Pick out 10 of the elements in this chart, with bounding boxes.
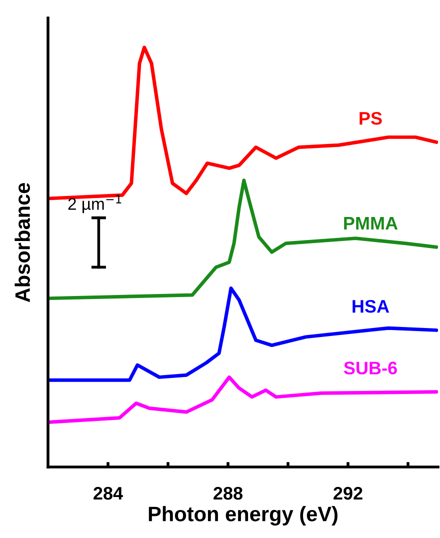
- x-tick-label: 292: [334, 486, 362, 500]
- x-axis-title: Photon energy (eV): [148, 506, 338, 526]
- x-tick-label: 284: [94, 486, 123, 500]
- series-label: PS: [360, 112, 382, 125]
- y-axis-title: Absorbance: [14, 183, 30, 302]
- series-label: PMMA: [344, 217, 398, 230]
- annotation: 2 µm$^{−1}$: [68, 194, 122, 214]
- series-label: HSA: [352, 300, 390, 313]
- x-tick-label: 288: [214, 486, 243, 500]
- series-label: SUB-6: [344, 362, 397, 374]
